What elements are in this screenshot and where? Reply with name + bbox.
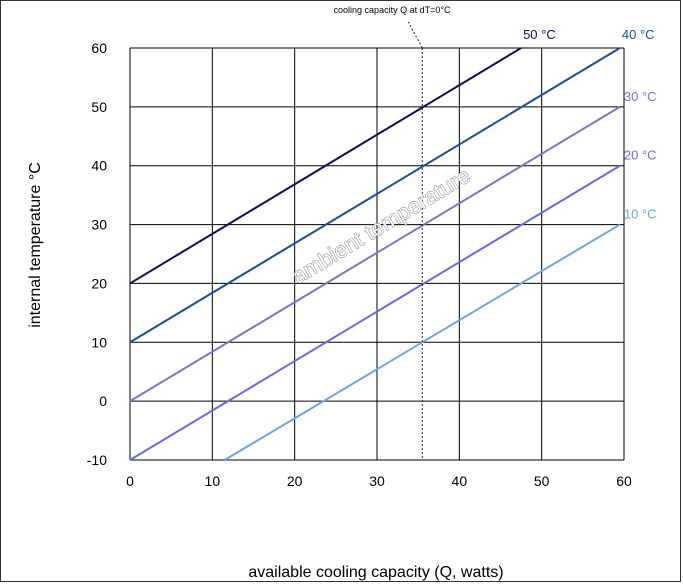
reference-line-label: cooling capacity Q at dT=0°C — [334, 5, 451, 15]
x-tick-label: 0 — [126, 473, 134, 489]
series-line — [129, 164, 621, 461]
y-tick-label: -10 — [87, 452, 107, 468]
series-labels: 50 °C 40 °C 30 °C 20 °C 10 °C — [523, 27, 656, 222]
series-line — [224, 223, 621, 461]
y-tick-label: 20 — [91, 275, 107, 291]
x-tick-label: 60 — [616, 473, 632, 489]
grid — [129, 47, 625, 461]
series-line — [129, 47, 522, 285]
y-tick-label: 0 — [99, 393, 107, 409]
series-label: 30 °C — [624, 89, 657, 104]
tick-labels: 0 10 20 30 40 50 60 -10 0 10 20 30 40 50 60 — [87, 40, 632, 489]
y-tick-label: 30 — [91, 217, 107, 233]
series-label: 40 °C — [622, 27, 655, 42]
x-axis-title: available cooling capacity (Q, watts) — [248, 564, 503, 581]
y-tick-label: 50 — [91, 99, 107, 115]
y-tick-label: 10 — [91, 334, 107, 350]
x-tick-label: 40 — [452, 473, 468, 489]
y-axis-title: internal temperature °C — [27, 162, 44, 328]
y-tick-label: 40 — [91, 158, 107, 174]
series-label: 20 °C — [624, 148, 657, 163]
y-tick-label: 60 — [91, 40, 107, 56]
series-line — [129, 47, 621, 344]
x-tick-label: 10 — [205, 473, 221, 489]
series-label: 10 °C — [624, 207, 657, 222]
reference-line-group — [407, 21, 423, 460]
x-tick-label: 20 — [287, 473, 303, 489]
x-tick-label: 50 — [534, 473, 550, 489]
series-label: 50 °C — [523, 27, 556, 42]
series-line — [129, 105, 621, 403]
x-tick-label: 30 — [369, 473, 385, 489]
reference-line-leader — [407, 21, 423, 49]
series-lines — [129, 47, 621, 461]
